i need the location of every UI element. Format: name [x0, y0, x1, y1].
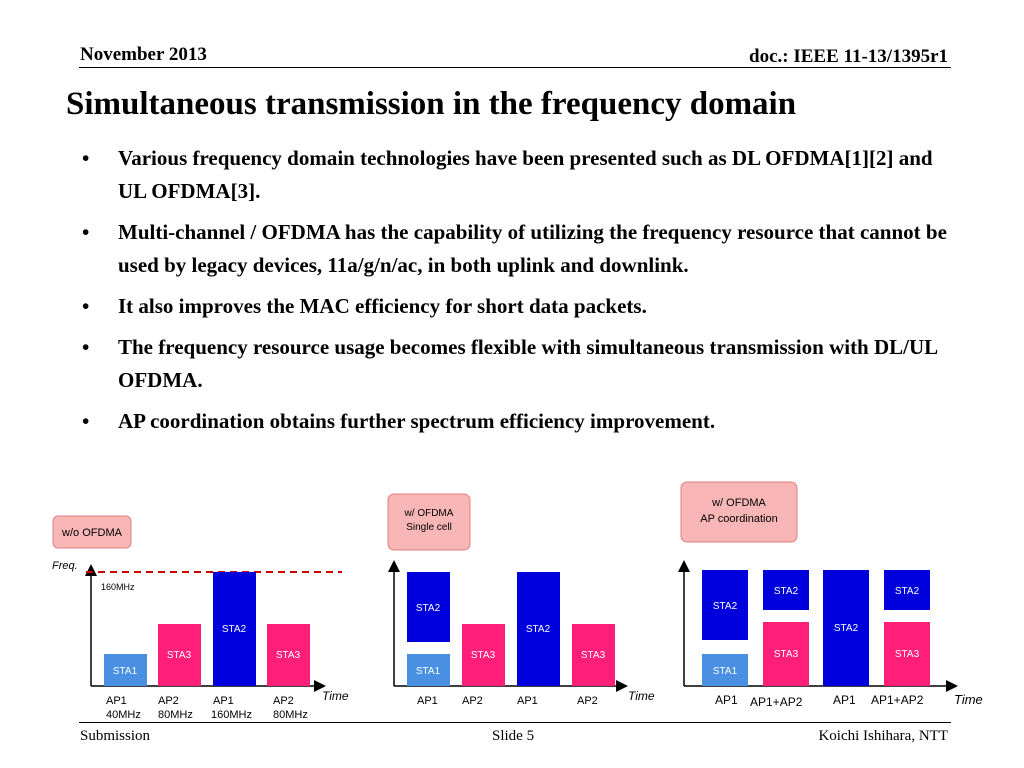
bar-sta3	[267, 624, 310, 686]
bar-label: STA3	[774, 649, 799, 660]
x-label-ap: AP2	[462, 695, 483, 707]
bullet-text: Various frequency domain technologies ha…	[118, 146, 933, 203]
bullet-dot: •	[82, 335, 90, 359]
bar-sta2	[517, 572, 560, 686]
bar-label: STA3	[276, 650, 301, 661]
bar-label: STA1	[113, 666, 138, 677]
footer-slide-number: Slide 5	[492, 728, 535, 744]
bar-sta2	[407, 572, 450, 642]
bullet-text: Multi-channel / OFDMA has the capability…	[118, 220, 947, 277]
bar-sta1	[104, 654, 147, 686]
x-label-ap: AP1	[106, 695, 127, 707]
bar-sta1	[702, 654, 748, 686]
time-axis-label: Time	[954, 692, 983, 707]
diagram-label-line1: w/ OFDMA	[711, 497, 766, 509]
bar-label: STA3	[167, 650, 192, 661]
bullet-item: • Various frequency domain technologies h…	[78, 142, 948, 208]
diagram-without-ofdma: w/o OFDMA Freq. 160MHz STA1 STA3 STA2 ST…	[52, 515, 349, 721]
x-label-ap: AP1	[417, 695, 438, 707]
bar-label: STA2	[834, 623, 859, 634]
bullet-dot: •	[82, 294, 90, 318]
diagram-label-line2: Single cell	[406, 522, 452, 533]
diagram-ofdma-single-cell: w/ OFDMA Single cell STA1 STA2 STA3 STA2…	[387, 493, 655, 707]
bar-label: STA2	[895, 586, 920, 597]
bar-label: STA1	[713, 666, 738, 677]
bar-label: STA3	[581, 650, 606, 661]
x-label-ap: AP1	[213, 695, 234, 707]
bullet-dot: •	[82, 409, 90, 433]
bullet-text: AP coordination obtains further spectrum…	[118, 409, 716, 433]
bar-sta3	[158, 624, 201, 686]
bar-label: STA2	[222, 624, 247, 635]
x-label-bw: 80MHz	[158, 709, 193, 721]
header-doc-id: doc.: IEEE 11-13/1395r1	[749, 46, 948, 67]
diagram-label-line2: AP coordination	[700, 513, 777, 525]
bullet-item: • It also improves the MAC efficiency for…	[78, 290, 948, 323]
bullet-item: • The frequency resource usage becomes fl…	[78, 331, 948, 397]
x-label-ap: AP2	[577, 695, 598, 707]
bar-sta3	[572, 624, 615, 686]
bullet-dot: •	[82, 146, 90, 170]
freq-axis-label: Freq.	[52, 560, 78, 572]
x-label-bw: 40MHz	[106, 709, 141, 721]
time-axis-label: Time	[322, 689, 349, 703]
header-divider	[79, 67, 951, 68]
footer-submission: Submission	[80, 728, 151, 744]
bullet-item: • AP coordination obtains further spectru…	[78, 405, 948, 438]
bar-label: STA2	[774, 586, 799, 597]
ofdma-diagrams: w/o OFDMA Freq. 160MHz STA1 STA3 STA2 ST…	[52, 481, 983, 721]
bar-sta2	[213, 572, 256, 686]
bullet-text: It also improves the MAC efficiency for …	[118, 294, 647, 318]
bar-sta2	[884, 570, 930, 610]
bar-sta3	[884, 622, 930, 686]
x-label-ap: AP2	[158, 695, 179, 707]
bar-label: STA3	[895, 649, 920, 660]
x-label-ap: AP1	[517, 695, 538, 707]
x-label-ap: AP1	[715, 693, 738, 707]
footer-divider	[79, 722, 951, 723]
diagram-label: w/o OFDMA	[61, 527, 123, 539]
bullet-dot: •	[82, 220, 90, 244]
bar-sta2	[763, 570, 809, 610]
label-box	[680, 481, 798, 543]
x-label-bw: 80MHz	[273, 709, 308, 721]
x-label-ap: AP1+AP2	[871, 693, 924, 707]
time-axis-label: Time	[628, 689, 655, 703]
bar-label: STA2	[713, 601, 738, 612]
x-label-ap: AP1	[833, 693, 856, 707]
bar-sta3	[462, 624, 505, 686]
footer-author: Koichi Ishihara, NTT	[818, 728, 948, 744]
x-label-ap: AP2	[273, 695, 294, 707]
bandwidth-label: 160MHz	[101, 582, 135, 592]
bar-sta3	[763, 622, 809, 686]
diagram-ofdma-ap-coordination: w/ OFDMA AP coordination STA1 STA2 STA2 …	[678, 481, 983, 709]
label-box	[52, 515, 132, 549]
bar-sta2	[823, 570, 869, 686]
bullet-item: • Multi-channel / OFDMA has the capabilit…	[78, 216, 948, 282]
x-label-ap: AP1+AP2	[750, 695, 803, 709]
slide-title: Simultaneous transmission in the frequen…	[66, 86, 797, 122]
diagram-label-line1: w/ OFDMA	[404, 508, 454, 519]
bullet-text: The frequency resource usage becomes fle…	[118, 335, 938, 392]
bar-label: STA1	[416, 666, 441, 677]
label-box	[387, 493, 471, 551]
bar-sta2	[702, 570, 748, 640]
bar-label: STA2	[416, 603, 441, 614]
bar-sta1	[407, 654, 450, 686]
header-date: November 2013	[80, 44, 207, 65]
bar-label: STA3	[471, 650, 496, 661]
bullet-list: • Various frequency domain technologies h…	[78, 142, 948, 446]
bar-label: STA2	[526, 624, 551, 635]
x-label-bw: 160MHz	[211, 709, 252, 721]
